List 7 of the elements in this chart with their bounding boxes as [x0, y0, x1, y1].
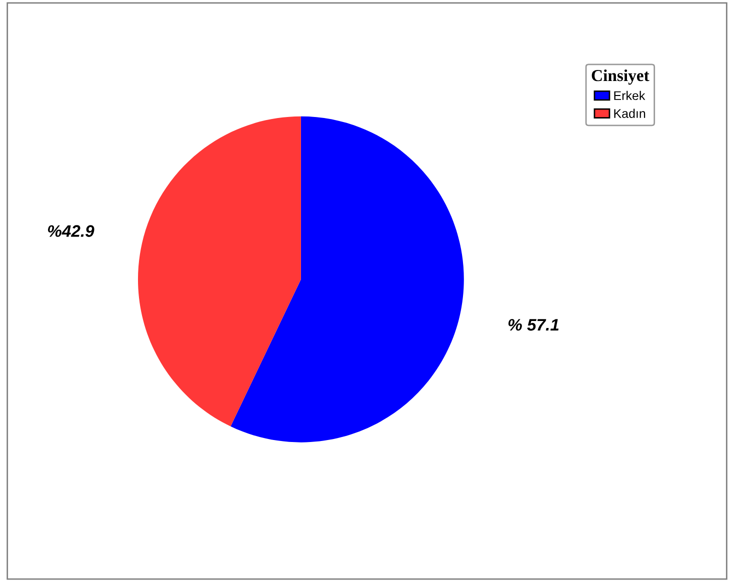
pie-slice	[230, 116, 464, 442]
data-label: % 57.1	[508, 318, 559, 331]
legend-label: Kadın	[614, 108, 646, 118]
data-label: %42.9	[48, 225, 94, 237]
legend-title: Cinsiyet	[592, 69, 650, 85]
legend-label: Erkek	[614, 90, 646, 100]
pie-slice	[138, 116, 301, 426]
